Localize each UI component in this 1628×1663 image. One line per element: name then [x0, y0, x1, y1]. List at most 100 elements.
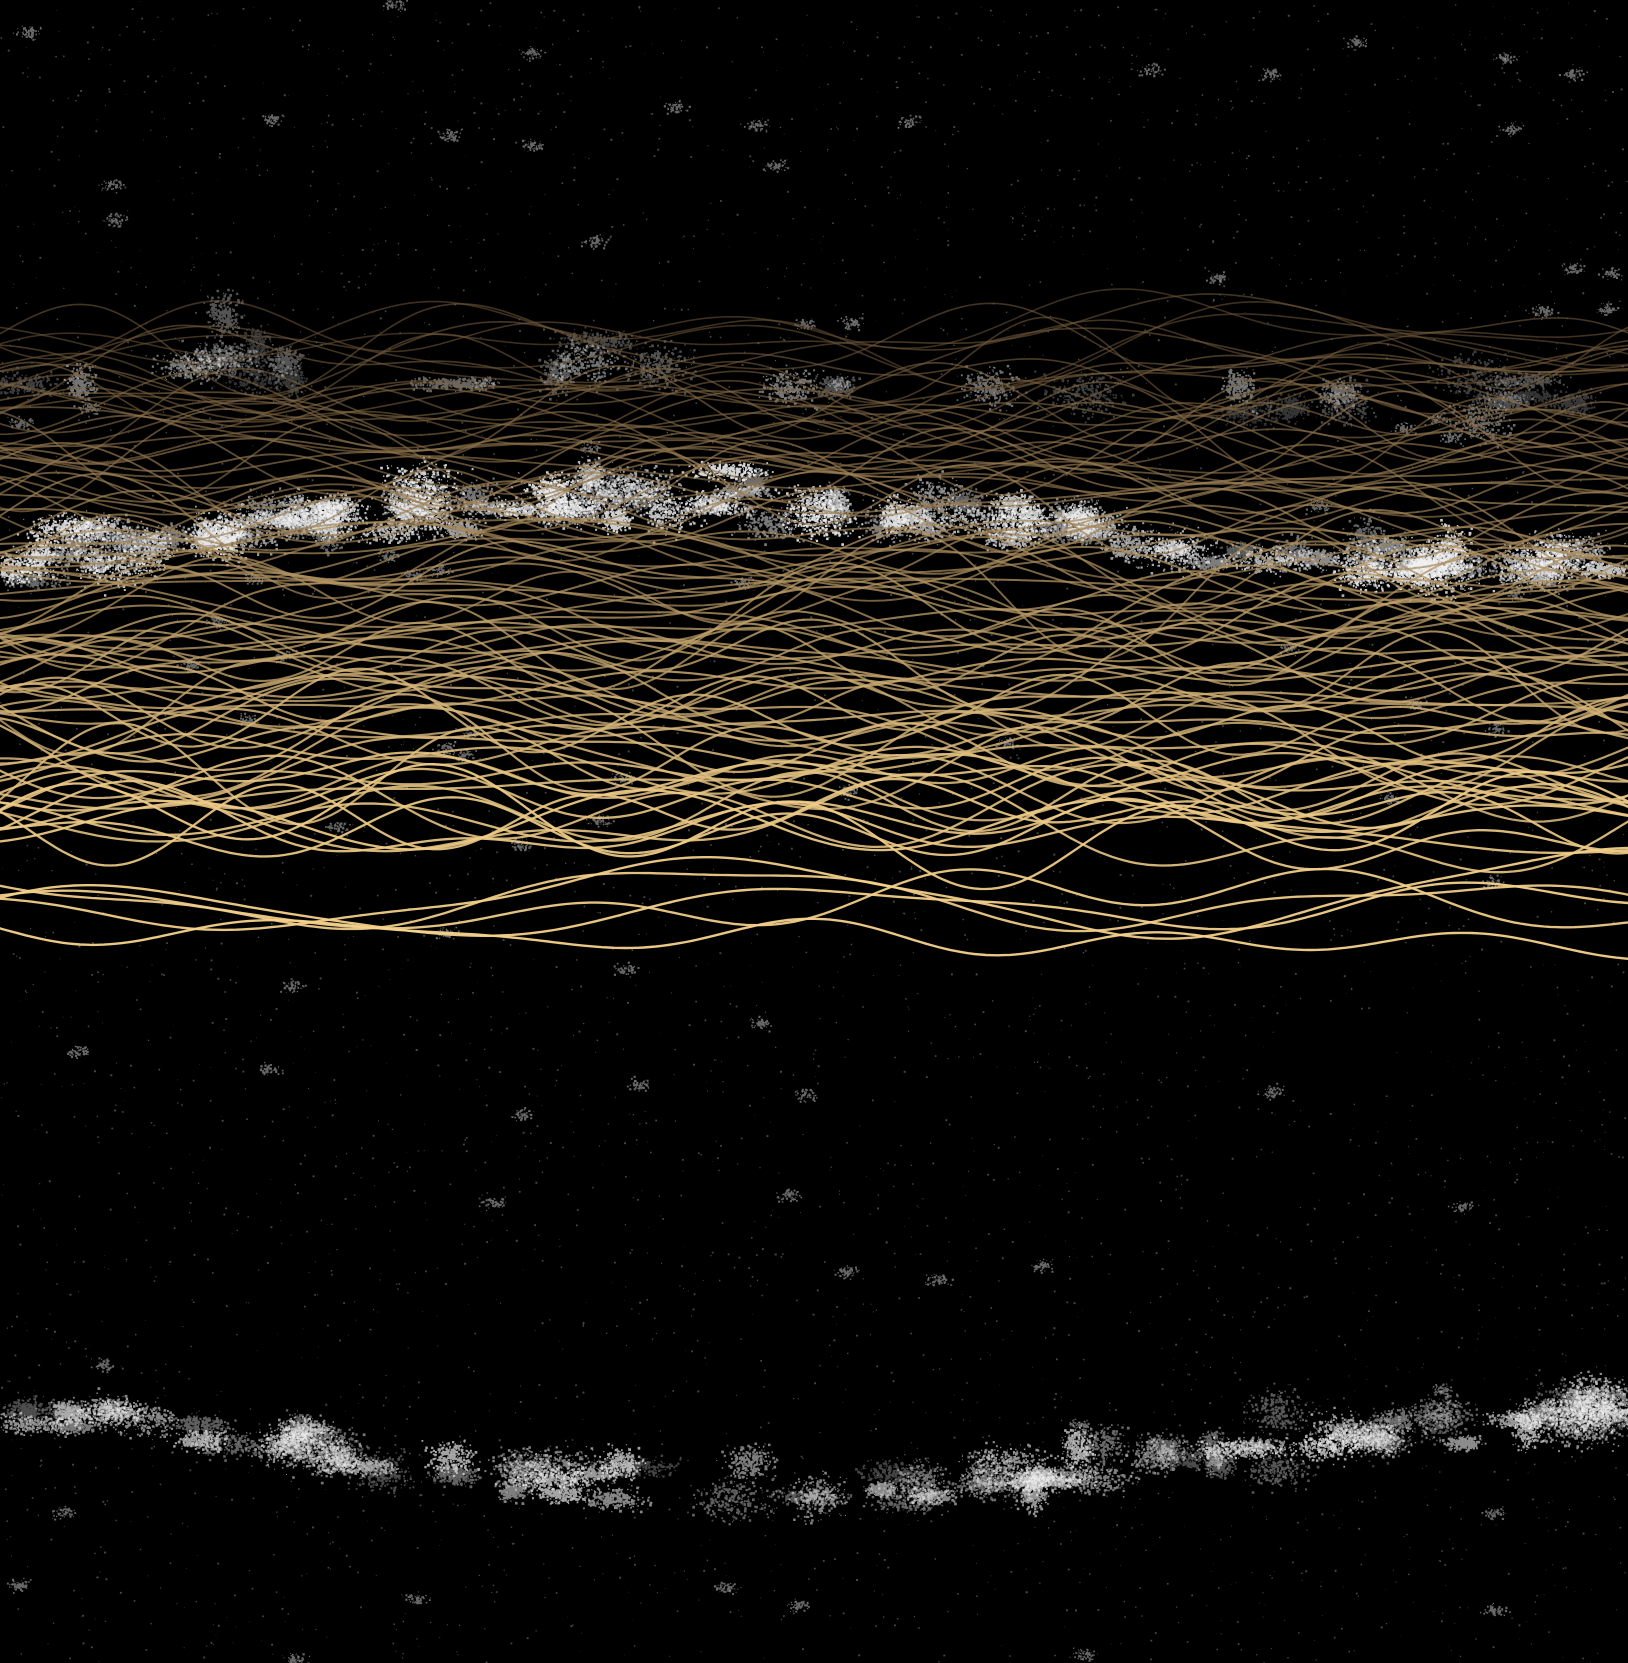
particles [504, 1445, 602, 1485]
wave-line [0, 356, 1628, 425]
particles [282, 1409, 317, 1448]
particles [1526, 1369, 1628, 1424]
particles [611, 771, 638, 786]
particles [1257, 1082, 1285, 1101]
particles [1, 566, 72, 592]
wave-line [0, 523, 1628, 610]
particles [316, 1437, 365, 1476]
wave-line [0, 540, 1628, 647]
particles [1544, 387, 1597, 420]
particles [1258, 68, 1282, 83]
particles [1279, 1434, 1363, 1463]
particles [634, 485, 708, 545]
particles [838, 784, 859, 801]
particles [1528, 304, 1560, 321]
wave-line [0, 796, 1628, 871]
particles [1198, 1451, 1237, 1480]
particles [567, 1481, 653, 1514]
particles [293, 1428, 373, 1485]
particles [478, 1196, 507, 1212]
particles [280, 978, 307, 994]
particles [960, 1448, 1013, 1504]
wave-line [0, 471, 1628, 546]
particles [343, 1446, 422, 1498]
particles [663, 100, 691, 115]
particles [1135, 1446, 1234, 1472]
particles [1348, 549, 1398, 583]
wave-line [0, 754, 1628, 825]
particles [1557, 1383, 1600, 1420]
wave-line [0, 388, 1628, 466]
particles [1260, 392, 1310, 425]
particles [1033, 495, 1105, 542]
wave-line [0, 381, 1628, 428]
particles [1346, 1422, 1417, 1462]
wave-line [0, 293, 1628, 384]
wave-line [0, 779, 1628, 855]
wave-line [0, 672, 1628, 771]
particles [174, 656, 201, 673]
wave-line [0, 454, 1628, 546]
particles [151, 522, 188, 553]
particles [864, 1481, 897, 1499]
particles [201, 351, 296, 401]
wave-line [0, 600, 1628, 664]
wave-line [0, 352, 1628, 410]
wave-line [0, 371, 1628, 452]
wave-line [0, 517, 1628, 574]
particles [513, 1465, 591, 1493]
particles [1379, 792, 1400, 805]
particles [497, 1446, 558, 1488]
particles [794, 1088, 818, 1103]
particles [958, 1441, 1060, 1487]
wave-line [0, 369, 1628, 440]
particles [1120, 1435, 1198, 1478]
particles [1313, 1418, 1391, 1448]
wave-line [0, 427, 1628, 507]
wave-line [0, 300, 1628, 361]
particles [1366, 1407, 1427, 1438]
wave-line [0, 788, 1628, 852]
wave-line [0, 564, 1628, 675]
particles [521, 138, 544, 152]
wave-line [0, 691, 1628, 759]
particles [677, 1473, 782, 1526]
particles [0, 1411, 81, 1437]
particles [262, 114, 285, 128]
particles [563, 456, 629, 506]
wave-line [0, 881, 1628, 937]
wave-line [0, 763, 1628, 891]
particles [98, 179, 125, 194]
particles [837, 316, 865, 332]
particles [67, 1045, 89, 1059]
particles [1178, 552, 1247, 573]
particles [0, 366, 80, 401]
particles [1060, 1421, 1143, 1473]
particles [205, 510, 248, 568]
particles [1332, 556, 1406, 594]
particles [101, 212, 129, 228]
particles [1558, 67, 1588, 82]
particles [50, 1396, 91, 1426]
particles [1424, 412, 1448, 426]
particles [1244, 1444, 1320, 1494]
particles [1304, 1406, 1372, 1468]
particles [52, 1505, 77, 1521]
particles [237, 322, 276, 367]
particles [749, 1015, 772, 1033]
wave-line [0, 677, 1628, 798]
particles [896, 507, 955, 546]
wave-line [0, 751, 1628, 825]
particles [181, 339, 258, 375]
particles [815, 481, 854, 539]
particles [145, 350, 225, 385]
particles [974, 504, 1053, 548]
particles [432, 741, 457, 755]
particles [446, 477, 504, 518]
wave-line [0, 778, 1628, 843]
particles [327, 1457, 400, 1477]
particles [1217, 1436, 1293, 1458]
wave-line [0, 562, 1628, 639]
particles [704, 481, 777, 501]
